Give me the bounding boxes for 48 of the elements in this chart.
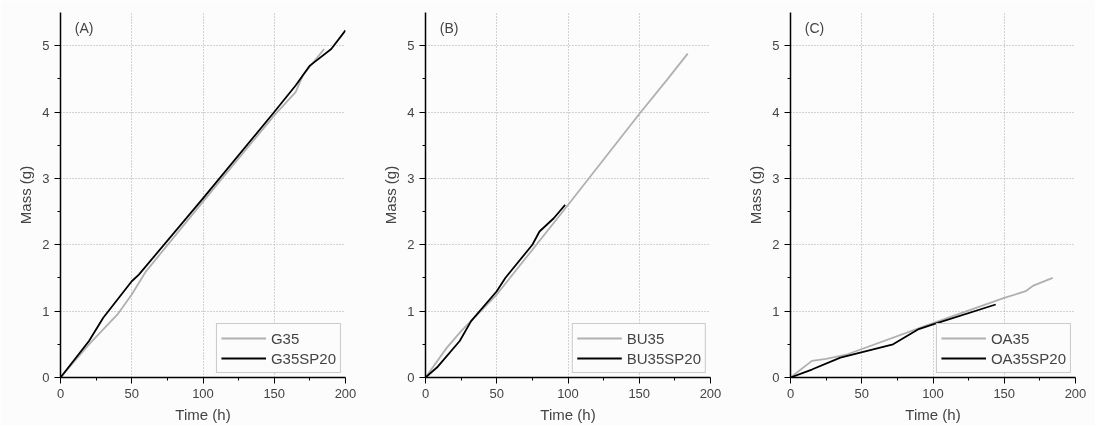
x-tick-label: 150 [993, 385, 1016, 401]
y-tick-label: 1 [407, 303, 415, 319]
x-tick-label: 200 [334, 385, 357, 401]
x-tick-label: 100 [557, 385, 579, 401]
y-tick-label: 4 [772, 104, 780, 120]
legend-label: BU35 [626, 329, 665, 347]
y-tick-label: 0 [407, 370, 415, 385]
x-tick-label: 100 [922, 385, 944, 401]
x-axis-title: Time (h) [905, 405, 961, 423]
y-axis-title: Mass (g) [747, 165, 765, 225]
y-tick-label: 2 [42, 237, 50, 253]
y-tick-label: 5 [772, 38, 780, 54]
y-tick-label: 2 [407, 237, 415, 253]
y-axis-title: Mass (g) [17, 165, 35, 225]
y-tick-label: 3 [407, 170, 415, 186]
y-tick-label: 1 [42, 303, 50, 319]
y-tick-label: 3 [42, 170, 50, 186]
y-tick-label: 0 [772, 370, 780, 385]
x-tick-label: 50 [854, 385, 869, 401]
x-tick-label: 200 [1064, 385, 1087, 401]
y-tick-label: 5 [407, 38, 415, 54]
x-tick-label: 200 [699, 385, 722, 401]
y-tick-label: 3 [772, 170, 780, 186]
y-tick-label: 2 [772, 237, 780, 253]
annotation: (C) [804, 19, 825, 36]
x-tick-label: 50 [124, 385, 139, 401]
y-tick-label: 0 [42, 370, 50, 385]
legend-label: OA35 [990, 329, 1030, 347]
x-axis-title: Time (h) [540, 405, 596, 423]
annotation: (B) [439, 19, 459, 36]
y-tick-label: 5 [42, 38, 50, 54]
legend-label: OA35SP20 [990, 349, 1066, 367]
annotation: (A) [74, 19, 94, 36]
x-tick-label: 100 [192, 385, 214, 401]
y-tick-label: 4 [407, 104, 415, 120]
x-tick-label: 150 [628, 385, 651, 401]
x-tick-label: 0 [56, 385, 65, 401]
y-tick-label: 1 [772, 303, 780, 319]
x-tick-label: 150 [263, 385, 286, 401]
x-tick-label: 50 [489, 385, 504, 401]
x-axis-title: Time (h) [175, 405, 231, 423]
y-axis-title: Mass (g) [382, 165, 400, 225]
legend-label: BU35SP20 [626, 349, 701, 367]
legend-label: G35 [270, 329, 300, 347]
x-tick-label: 0 [421, 385, 430, 401]
x-tick-label: 0 [786, 385, 795, 401]
legend-label: G35SP20 [270, 349, 336, 367]
y-tick-label: 4 [42, 104, 50, 120]
